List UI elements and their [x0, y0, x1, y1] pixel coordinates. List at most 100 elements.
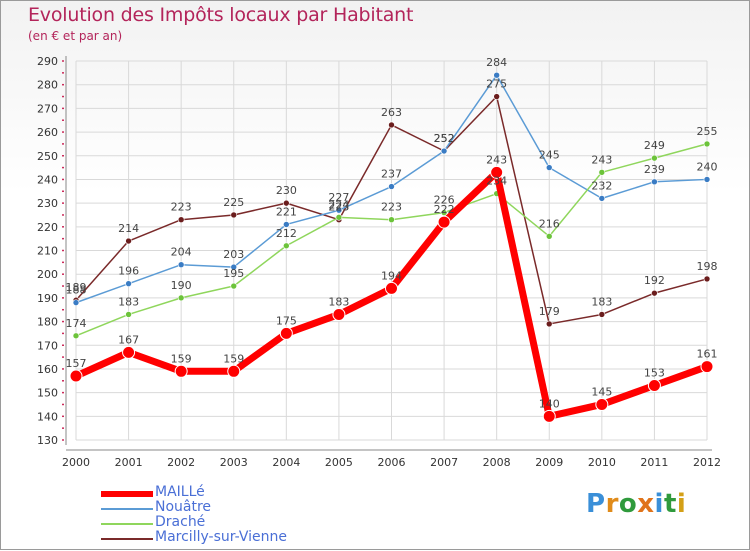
data-label-maille: 161 — [697, 348, 718, 361]
data-label-maille: 222 — [434, 203, 455, 216]
x-tick-label: 2008 — [483, 456, 511, 469]
data-label-marcilly-sur-vienne: 223 — [328, 201, 349, 214]
data-point-maille — [385, 281, 398, 295]
x-tick-label: 2011 — [640, 456, 668, 469]
data-point-nouatre — [230, 263, 238, 271]
y-tick-label: 220 — [37, 221, 58, 234]
data-point-drache — [703, 140, 711, 148]
data-label-drache: 243 — [591, 153, 612, 166]
data-label-nouatre: 221 — [276, 205, 297, 218]
y-tick-label: 260 — [37, 126, 58, 139]
data-point-marcilly-sur-vienne — [545, 320, 553, 328]
x-tick-label: 2001 — [115, 456, 143, 469]
data-label-drache: 216 — [539, 217, 560, 230]
y-tick-label: 230 — [37, 197, 58, 210]
data-label-drache: 190 — [171, 279, 192, 292]
data-point-drache — [177, 294, 185, 302]
data-label-maille: 159 — [171, 352, 192, 365]
y-tick-label: 130 — [37, 434, 58, 447]
x-tick-label: 2012 — [693, 456, 721, 469]
logo-letter: o — [618, 489, 638, 519]
logo-letter: r — [605, 489, 619, 519]
data-label-nouatre: 252 — [434, 132, 455, 145]
data-point-drache — [335, 214, 343, 221]
y-tick-label: 270 — [37, 102, 58, 115]
data-point-nouatre — [598, 195, 606, 202]
data-label-maille: 159 — [223, 352, 244, 365]
y-tick-label: 160 — [37, 363, 58, 376]
data-point-drache — [598, 169, 606, 176]
data-label-maille: 175 — [276, 314, 297, 327]
data-point-maille — [174, 364, 188, 378]
data-label-drache: 174 — [66, 317, 87, 330]
y-tick-label: 140 — [37, 410, 58, 423]
y-tick-label: 170 — [37, 339, 58, 352]
data-label-marcilly-sur-vienne: 198 — [697, 260, 718, 273]
data-label-drache: 255 — [697, 125, 718, 138]
data-label-marcilly-sur-vienne: 252 — [434, 132, 455, 145]
data-label-drache: 223 — [381, 201, 402, 214]
data-point-nouatre — [177, 261, 185, 269]
chart-subtitle: (en € et par an) — [28, 29, 123, 43]
logo-letter: x — [637, 489, 655, 519]
legend-label: MAILLé — [155, 484, 205, 500]
data-point-maille — [437, 215, 451, 229]
proxiti-logo: Proxiti — [586, 489, 686, 519]
data-label-maille: 153 — [644, 367, 665, 380]
legend-swatch — [101, 491, 153, 497]
data-label-marcilly-sur-vienne: 214 — [118, 222, 139, 235]
x-tick-label: 2003 — [220, 456, 248, 469]
data-label-maille: 145 — [591, 385, 612, 398]
logo-letter: i — [654, 489, 664, 519]
data-point-maille — [542, 409, 556, 423]
data-label-drache: 212 — [276, 227, 297, 240]
data-point-nouatre — [283, 221, 290, 228]
y-tick-label: 200 — [37, 268, 58, 281]
data-label-drache: 249 — [644, 139, 665, 152]
logo-letter: P — [586, 489, 606, 519]
data-label-maille: 140 — [539, 397, 560, 410]
data-point-drache — [230, 282, 238, 290]
data-point-drache — [72, 332, 80, 340]
data-label-nouatre: 237 — [381, 168, 402, 181]
logo-letter: i — [676, 489, 687, 519]
legend-label: Nouâtre — [155, 499, 212, 515]
data-point-drache — [545, 232, 553, 240]
data-label-maille: 243 — [486, 153, 507, 166]
data-label-marcilly-sur-vienne: 183 — [591, 295, 612, 308]
data-label-nouatre: 196 — [118, 265, 139, 278]
data-point-nouatre — [493, 71, 500, 79]
data-label-maille: 194 — [381, 269, 402, 282]
data-point-marcilly-sur-vienne — [388, 121, 395, 129]
data-point-marcilly-sur-vienne — [125, 237, 132, 245]
data-point-maille — [279, 326, 293, 340]
data-point-nouatre — [703, 176, 711, 183]
data-label-drache: 183 — [118, 295, 139, 308]
data-point-drache — [388, 216, 395, 224]
y-tick-label: 290 — [37, 55, 58, 68]
data-point-marcilly-sur-vienne — [283, 199, 290, 207]
data-label-drache: 195 — [223, 267, 244, 280]
x-tick-label: 2010 — [588, 456, 616, 469]
data-point-drache — [125, 311, 132, 318]
y-tick-label: 150 — [37, 387, 58, 400]
data-label-nouatre: 204 — [171, 246, 192, 259]
data-point-nouatre — [335, 206, 343, 214]
logo-letter: t — [663, 489, 677, 519]
data-point-drache — [651, 154, 658, 162]
data-point-maille — [595, 397, 609, 411]
data-label-marcilly-sur-vienne: 275 — [486, 78, 507, 91]
y-tick-label: 240 — [37, 173, 58, 186]
legend-swatch — [101, 538, 153, 540]
x-tick-label: 2006 — [378, 456, 406, 469]
data-label-drache: 224 — [328, 198, 349, 211]
data-label-marcilly-sur-vienne: 192 — [644, 274, 665, 287]
data-point-marcilly-sur-vienne — [177, 216, 185, 224]
data-label-nouatre: 227 — [328, 191, 349, 204]
data-point-nouatre — [388, 183, 395, 190]
data-point-nouatre — [651, 178, 658, 186]
data-label-maille: 183 — [328, 295, 349, 308]
legend-swatch — [101, 508, 153, 510]
data-label-nouatre: 188 — [66, 284, 87, 297]
data-point-maille — [122, 345, 136, 359]
